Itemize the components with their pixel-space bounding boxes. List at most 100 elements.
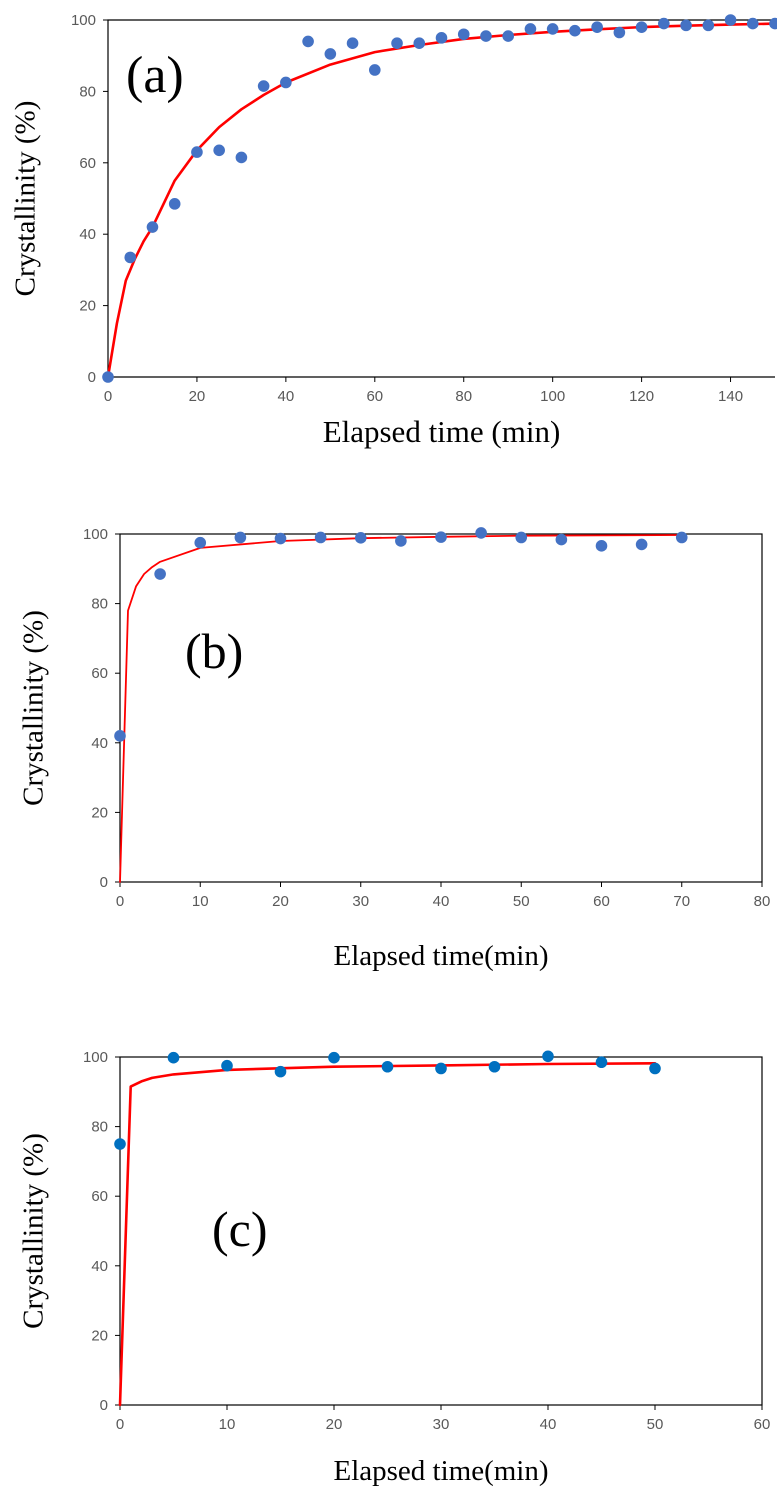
x-axis-title: Elapsed time (min) [323, 414, 561, 449]
data-point [769, 17, 777, 30]
x-axis-title: Elapsed time(min) [333, 1455, 548, 1487]
data-point [724, 14, 737, 26]
data-point [124, 251, 137, 264]
data-point [314, 531, 327, 544]
x-tick-label: 10 [219, 1416, 236, 1433]
data-point [613, 26, 626, 39]
y-axis-title: Crystallinity (%) [18, 610, 50, 806]
x-tick-label: 20 [189, 388, 206, 405]
x-tick-label: 40 [433, 893, 450, 910]
data-point [635, 538, 648, 551]
y-tick-label: 100 [83, 1049, 108, 1066]
y-tick-label: 40 [79, 226, 96, 243]
x-tick-label: 40 [540, 1416, 557, 1433]
data-point [154, 568, 166, 580]
data-point [595, 540, 608, 552]
x-tick-label: 0 [116, 1416, 124, 1433]
x-tick-label: 0 [116, 893, 124, 910]
data-point [114, 1138, 126, 1150]
data-point [413, 37, 426, 50]
chart-panel-3: 0 20 40 60 80 100 0 10 20 30 40 50 60 (c) Elapsed time… [18, 1049, 771, 1487]
data-point [168, 198, 181, 210]
x-tick-label: 50 [513, 893, 530, 910]
data-point [391, 37, 403, 50]
chart-panel-2: 0 20 40 60 80 100 0 10 20 30 40 50 60 70 80 (b) Elapsed … [18, 526, 771, 972]
y-tick-label: 80 [91, 596, 108, 613]
data-point [194, 536, 207, 549]
y-tick-label: 20 [91, 1327, 108, 1344]
data-point [480, 30, 492, 42]
y-tick-label: 100 [83, 526, 108, 543]
data-point [435, 531, 447, 543]
x-tick-label: 60 [593, 893, 610, 910]
x-tick-label: 80 [754, 893, 771, 910]
x-tick-label: 60 [366, 388, 383, 405]
data-point [221, 1059, 233, 1072]
x-tick-label: 80 [455, 388, 472, 405]
data-point [635, 21, 648, 33]
fit-curve [106, 22, 777, 379]
x-tick-label: 100 [540, 388, 565, 405]
data-point [369, 64, 381, 76]
data-point [658, 17, 670, 30]
x-tick-label: 20 [272, 893, 289, 910]
data-point [435, 1062, 447, 1075]
data-point [457, 28, 470, 41]
y-tick-label: 60 [79, 155, 96, 172]
y-tick-label: 40 [91, 735, 108, 752]
data-point [257, 80, 270, 92]
x-tick-label: 120 [629, 388, 654, 405]
x-tick-label: 10 [192, 893, 209, 910]
y-tick-label: 0 [100, 874, 108, 891]
y-tick-label: 60 [91, 1188, 108, 1205]
data-point [167, 1051, 180, 1064]
y-tick-label: 20 [91, 804, 108, 821]
data-point [595, 1056, 608, 1069]
data-point [649, 1062, 661, 1075]
x-tick-label: 40 [278, 388, 295, 405]
x-tick-label: 140 [718, 388, 743, 405]
data-point [702, 19, 715, 32]
chart-panel-1: 0 20 40 60 80 100 0 20 40 60 80 100 120 140 (a) Elapsed… [10, 12, 777, 449]
data-point [324, 48, 337, 60]
y-tick-label: 80 [91, 1119, 108, 1136]
y-axis-title: Crystallinity (%) [18, 1133, 50, 1329]
data-point [354, 532, 367, 544]
y-tick-label: 60 [91, 665, 108, 682]
data-point [191, 146, 203, 158]
data-point [555, 533, 568, 546]
data-point [234, 531, 247, 544]
panel-label: (a) [126, 47, 184, 104]
data-point [488, 1060, 501, 1073]
y-tick-label: 100 [71, 12, 96, 29]
panel-label: (b) [185, 623, 243, 679]
data-point [381, 1060, 394, 1073]
data-point [213, 144, 225, 157]
data-point [435, 32, 448, 44]
data-point [591, 21, 603, 33]
panel-label: (c) [212, 1201, 268, 1257]
data-point [515, 531, 528, 544]
x-axis-title: Elapsed time(min) [333, 940, 548, 972]
fit-curve [118, 1062, 657, 1407]
data-point [524, 23, 537, 35]
x-tick-label: 60 [754, 1416, 771, 1433]
data-point [542, 1050, 554, 1063]
data-point [235, 151, 248, 164]
data-point [346, 37, 359, 50]
y-tick-label: 0 [100, 1397, 108, 1414]
plot-frame [107, 19, 775, 378]
data-point [328, 1051, 340, 1064]
data-point [274, 1065, 287, 1078]
y-tick-label: 80 [79, 83, 96, 100]
y-axis-title: Crystallinity (%) [10, 101, 42, 297]
data-point [395, 535, 407, 547]
data-point [274, 532, 287, 545]
data-point [280, 76, 292, 89]
data-point [302, 35, 314, 48]
data-point [569, 24, 581, 37]
data-point [746, 17, 759, 30]
y-tick-label: 0 [88, 369, 96, 386]
plot-frame [119, 533, 763, 883]
